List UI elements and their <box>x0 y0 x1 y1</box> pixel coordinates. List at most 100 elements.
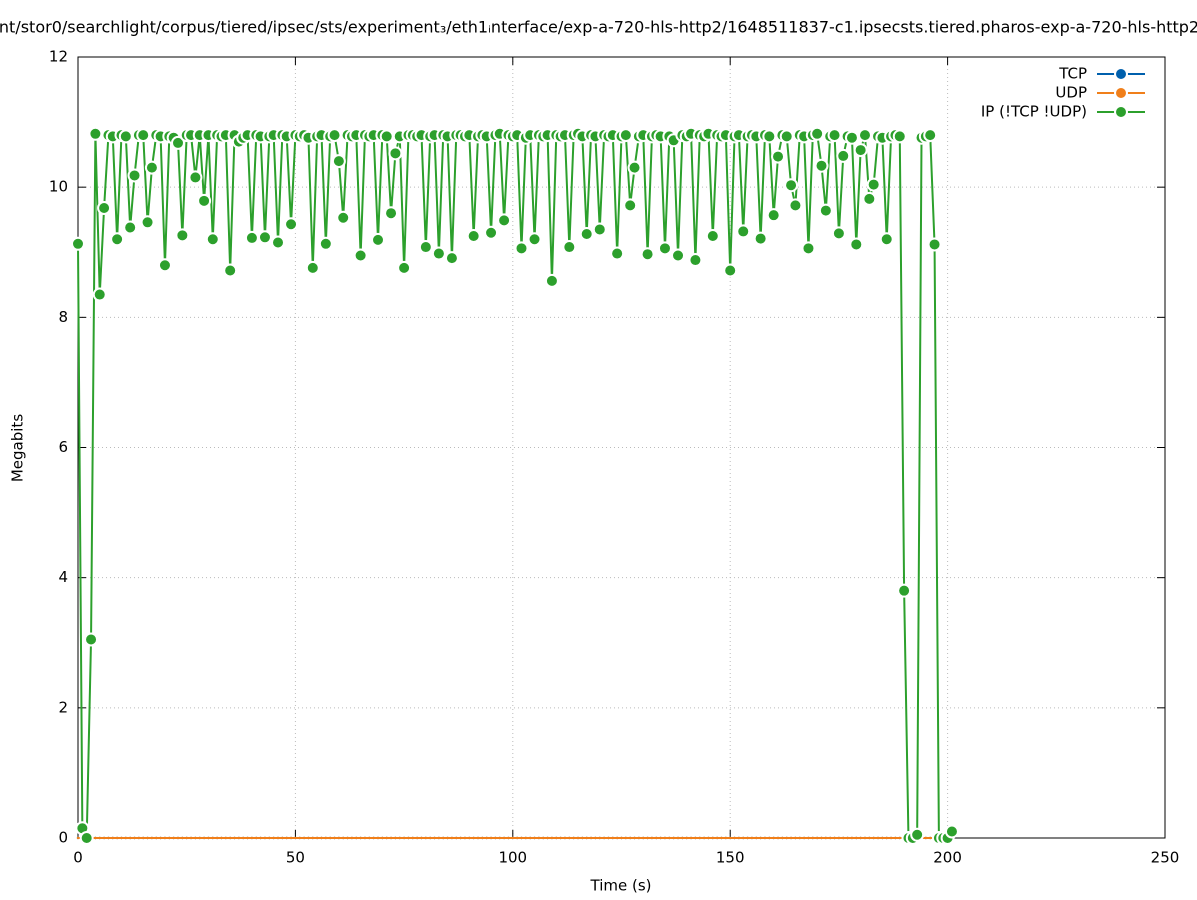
data-point <box>863 836 867 840</box>
data-point <box>489 836 493 840</box>
data-point <box>698 836 701 840</box>
data-point <box>355 836 358 840</box>
data-point <box>224 836 228 840</box>
data-point <box>772 836 775 840</box>
data-point <box>276 836 280 840</box>
data-point <box>418 240 433 255</box>
data-point <box>359 836 362 840</box>
data-point <box>544 273 559 288</box>
data-point <box>485 836 488 840</box>
x-tick-label: 0 <box>73 849 83 867</box>
data-point <box>315 836 319 840</box>
data-point <box>415 836 419 840</box>
data-point <box>76 836 80 840</box>
y-tick-label: 10 <box>49 178 68 196</box>
data-point <box>379 129 394 144</box>
data-point <box>927 237 942 252</box>
data-point <box>550 836 554 840</box>
data-point <box>472 836 475 840</box>
y-tick-label: 4 <box>58 568 68 586</box>
data-point <box>172 836 175 840</box>
y-tick-label: 12 <box>49 48 68 66</box>
data-point <box>481 836 484 840</box>
data-point <box>542 836 545 840</box>
data-point <box>681 836 684 840</box>
data-point <box>576 836 580 840</box>
data-point <box>633 836 636 840</box>
data-point <box>736 224 751 239</box>
data-point <box>289 836 293 840</box>
data-point <box>568 836 571 840</box>
data-point <box>655 836 658 840</box>
data-point <box>497 213 512 228</box>
data-point <box>555 836 558 840</box>
data-point <box>514 241 529 256</box>
data-point <box>388 146 403 161</box>
data-point <box>84 632 99 647</box>
data-point <box>811 836 815 840</box>
data-point <box>331 154 346 169</box>
legend-marker <box>1114 86 1128 100</box>
data-point <box>855 836 858 840</box>
data-point <box>311 836 314 840</box>
data-point <box>237 836 241 840</box>
data-point <box>862 191 877 206</box>
data-point <box>724 836 728 840</box>
data-point <box>850 836 854 840</box>
data-point <box>305 260 320 275</box>
data-point <box>318 236 333 251</box>
y-axis-label: Megabits <box>9 414 27 482</box>
data-point <box>688 253 703 268</box>
data-point <box>572 836 575 840</box>
data-point <box>768 836 771 840</box>
data-point <box>118 129 133 144</box>
data-point <box>459 836 462 840</box>
data-point <box>657 241 672 256</box>
data-point <box>615 836 619 840</box>
data-point <box>111 836 114 840</box>
data-point <box>807 836 810 840</box>
data-point <box>944 824 959 839</box>
data-point <box>849 237 864 252</box>
data-point <box>885 836 888 840</box>
data-point <box>146 836 149 840</box>
data-point <box>271 235 286 250</box>
data-point <box>814 158 829 173</box>
data-point <box>910 827 925 842</box>
data-point <box>437 836 441 840</box>
data-point <box>220 836 223 840</box>
data-point <box>494 836 497 840</box>
data-point <box>285 836 288 840</box>
data-point <box>829 836 832 840</box>
data-point <box>281 836 284 840</box>
data-point <box>263 836 267 840</box>
legend-label: UDP <box>1055 84 1087 102</box>
data-point <box>798 836 801 840</box>
data-point <box>94 836 97 840</box>
data-point <box>624 836 628 840</box>
data-point <box>215 836 219 840</box>
data-point <box>592 222 607 237</box>
data-point <box>527 232 542 247</box>
data-point <box>520 836 523 840</box>
data-point <box>71 236 85 251</box>
data-point <box>729 836 732 840</box>
data-point <box>257 230 272 245</box>
data-point <box>137 836 141 840</box>
data-point <box>827 128 842 143</box>
data-point <box>244 230 259 245</box>
data-point <box>466 228 481 243</box>
data-point <box>384 206 399 221</box>
data-point <box>368 836 371 840</box>
data-point <box>602 836 606 840</box>
data-point <box>623 198 638 213</box>
data-point <box>789 836 793 840</box>
data-point <box>824 836 828 840</box>
data-point <box>753 231 768 246</box>
data-point <box>685 836 688 840</box>
data-point <box>484 225 499 240</box>
data-point <box>444 251 459 266</box>
data-point <box>801 241 816 256</box>
data-point <box>537 836 541 840</box>
data-point <box>750 836 754 840</box>
